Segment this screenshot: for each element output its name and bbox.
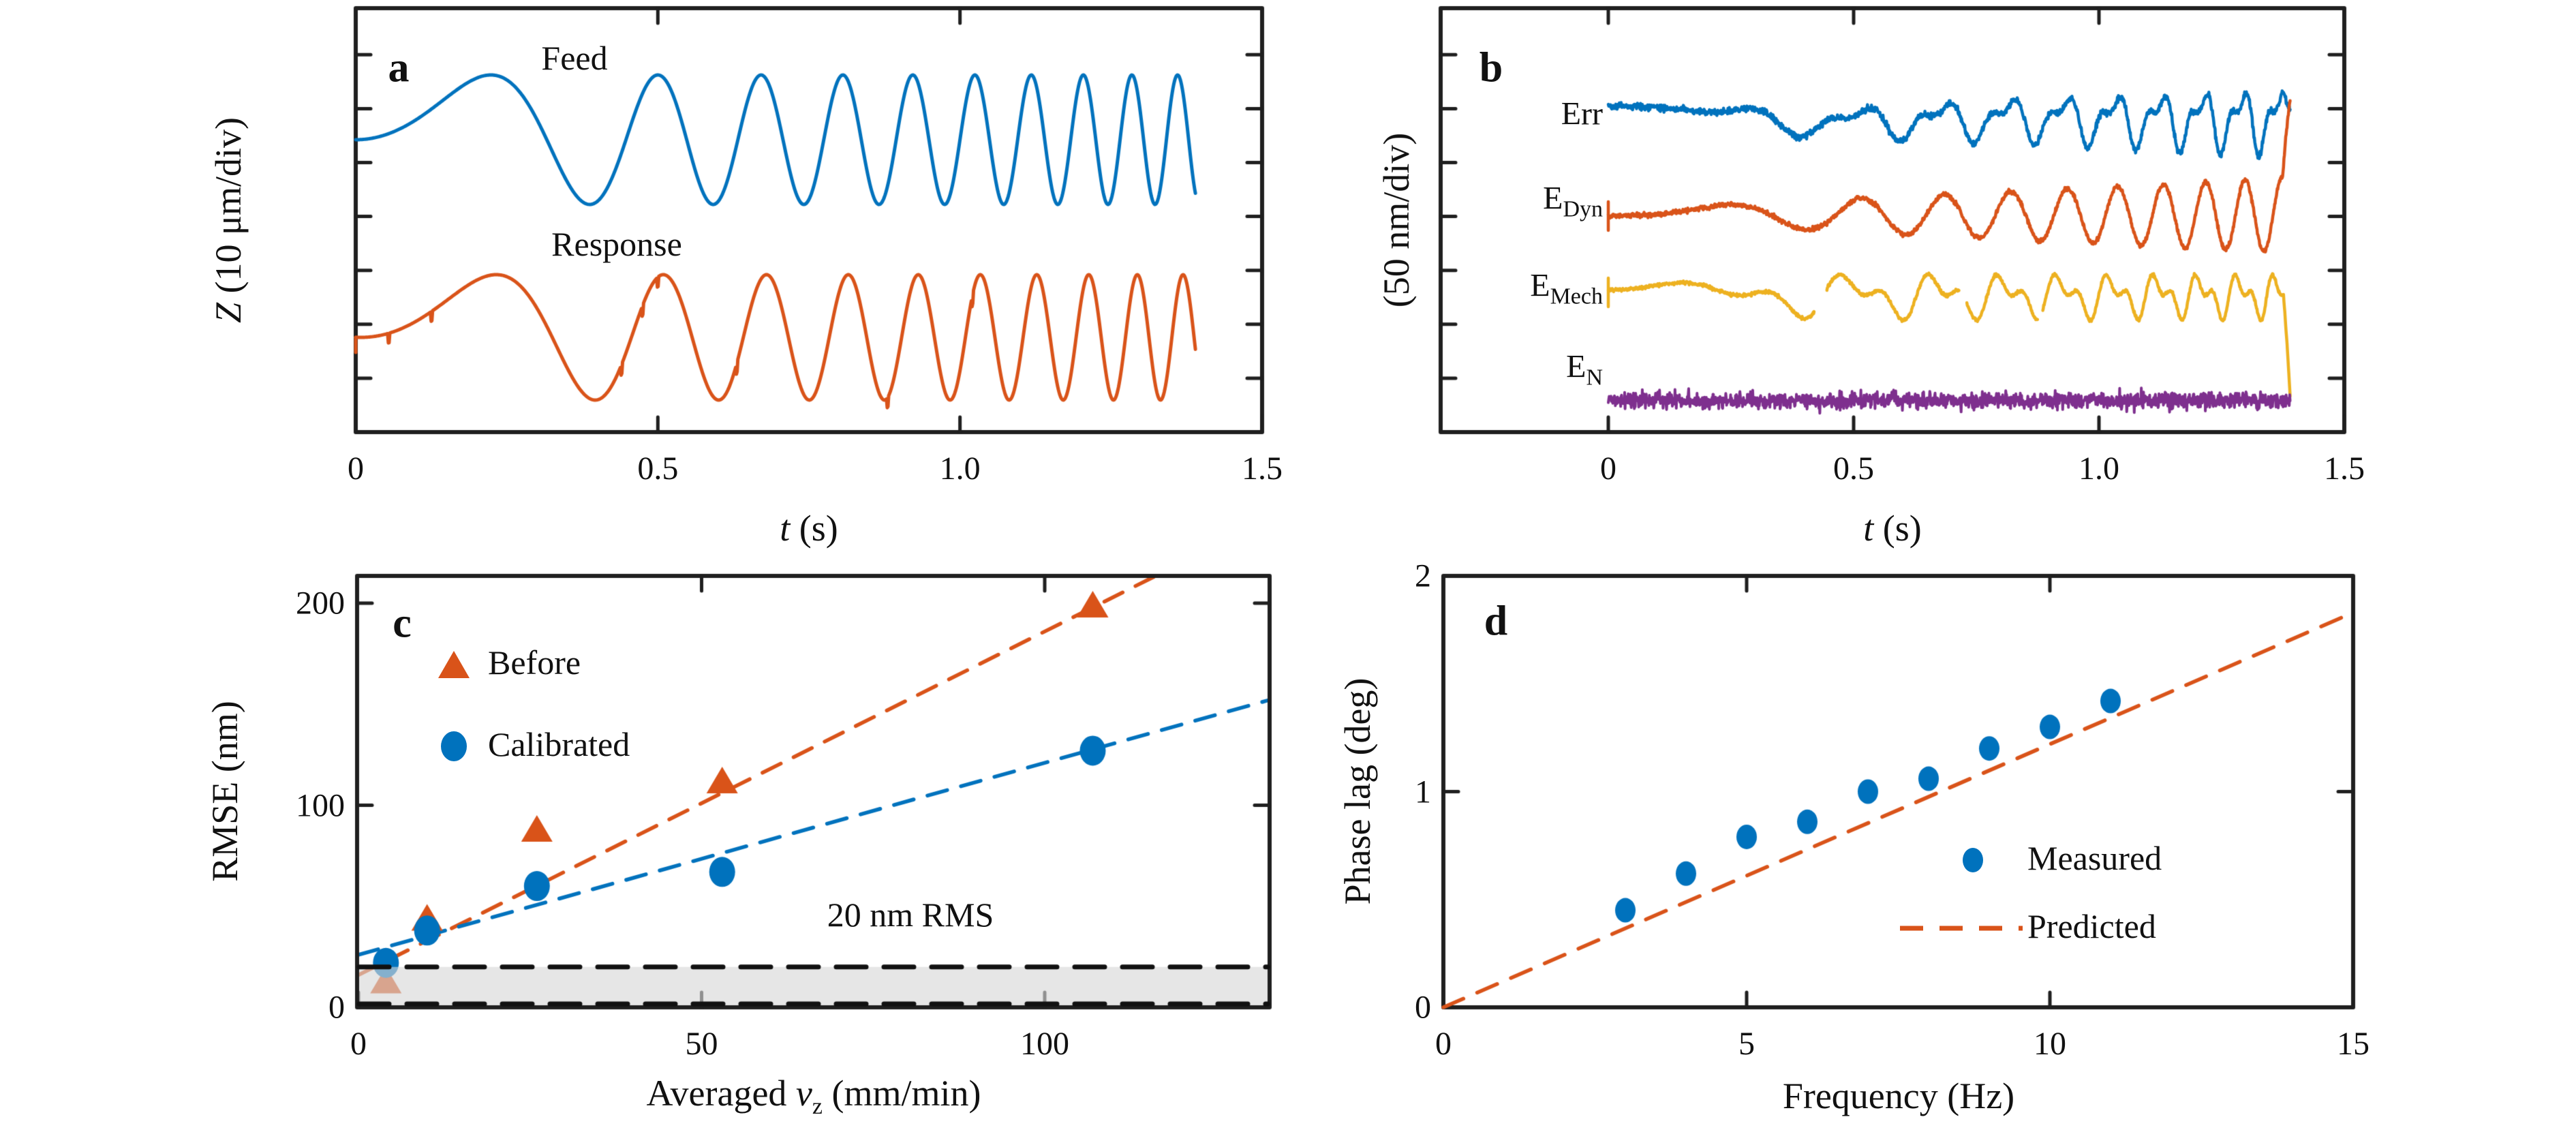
panel-b-x-tick-label: 0.5 (1833, 451, 1874, 487)
panel-d-y-tick-label: 0 (1415, 989, 1431, 1026)
panel-c-ylabel: RMSE (nm) (204, 701, 246, 882)
en-trace-label: EN (1566, 348, 1603, 391)
legend-before-label: Before (488, 643, 581, 682)
panel-a-xlabel-rest: (s) (790, 508, 838, 549)
panel-c-x-tick-label: 50 (685, 1026, 718, 1062)
measured-circle-marker (1963, 848, 1983, 872)
panel-c-xlabel-var: v (795, 1073, 812, 1114)
panel-a-ylabel: Z (10 μm/div) (207, 117, 249, 323)
emech-trace-label: EMech (1530, 267, 1603, 310)
legend-calibrated-label: Calibrated (488, 725, 630, 763)
panel-b-x-tick-label: 1.0 (2079, 451, 2119, 487)
panel-c-ylabel-text: RMSE (nm) (204, 701, 245, 882)
panel-d-letter: d (1484, 598, 1508, 645)
panel-c-x-tick-label: 100 (1020, 1026, 1069, 1062)
panel-b-x-tick-label: 0 (1600, 451, 1616, 487)
feed-curve-label: Feed (541, 39, 608, 77)
before-triangle-marker (438, 651, 470, 678)
panel-d-x-tick-label: 10 (2034, 1026, 2066, 1062)
panel-b-x-tick-label: 1.5 (2324, 451, 2365, 487)
panel-c-xlabel-rest: (mm/min) (822, 1073, 981, 1114)
panel-a-x-tick-label: 0 (348, 451, 364, 487)
panel-d-ylabel-text: Phase lag (deg) (1337, 677, 1378, 905)
panel-b-ylabel: (50 nm/div) (1375, 133, 1417, 307)
en-label-sub: N (1586, 365, 1603, 391)
panel-d-x-tick-label: 0 (1435, 1026, 1452, 1062)
panel-d-xlabel: Frequency (Hz) (1783, 1075, 2014, 1117)
calibrated-circle-marker (441, 731, 467, 761)
panel-c-y-tick-label: 200 (296, 585, 345, 622)
panel-a-xlabel-var: t (780, 508, 791, 549)
panel-b-letter: b (1479, 44, 1503, 91)
panel-a-ylabel-var: Z (208, 302, 249, 323)
panel-a-ylabel-rest: (10 μm/div) (208, 117, 249, 303)
legend-predicted-label: Predicted (2027, 907, 2156, 945)
panel-d-x-tick-label: 15 (2337, 1026, 2370, 1062)
panel-c-letter: c (393, 600, 412, 647)
err-label-main: Err (1561, 95, 1603, 132)
panel-b-xlabel: t (s) (1863, 507, 1922, 549)
panel-a-x-tick-label: 1.0 (939, 451, 981, 487)
panel-c-xlabel: Averaged vz (mm/min) (647, 1072, 981, 1120)
edyn-label-sub: Dyn (1563, 196, 1603, 222)
panel-c-xlabel-sub: z (812, 1093, 823, 1119)
edyn-label-main: E (1543, 180, 1563, 217)
panel-d-y-tick-label: 2 (1415, 558, 1431, 594)
panel-d-x-tick-label: 5 (1738, 1026, 1755, 1062)
legend-measured-label: Measured (2027, 839, 2162, 877)
predicted-dash-marker (1900, 926, 2023, 931)
panel-c-xlabel-prefix: Averaged (646, 1073, 796, 1114)
panel-b-ylabel-text: (50 nm/div) (1376, 132, 1417, 308)
panel-a-x-tick-label: 1.5 (1242, 451, 1283, 487)
panel-b-xlabel-var: t (1863, 508, 1874, 549)
emech-label-sub: Mech (1550, 284, 1603, 309)
err-trace-label: Err (1561, 95, 1603, 138)
panel-a-letter: a (388, 44, 410, 91)
panel-c-y-tick-label: 100 (296, 787, 345, 823)
edyn-trace-label: EDyn (1543, 180, 1603, 223)
panel-c-x-tick-label: 0 (350, 1026, 367, 1062)
panel-d-xlabel-text: Frequency (Hz) (1782, 1075, 2015, 1116)
panel-a-x-tick-label: 0.5 (637, 451, 679, 487)
panel-d-ylabel: Phase lag (deg) (1336, 678, 1379, 905)
panel-a-xlabel: t (s) (780, 507, 838, 549)
panel-b-xlabel-rest: (s) (1873, 508, 1922, 549)
panel-d-y-tick-label: 1 (1415, 774, 1431, 810)
emech-label-main: E (1530, 267, 1550, 304)
response-curve-label: Response (551, 225, 682, 263)
threshold-label: 20 nm RMS (827, 896, 994, 934)
panel-c-y-tick-label: 0 (328, 989, 345, 1026)
en-label-main: E (1566, 348, 1586, 385)
